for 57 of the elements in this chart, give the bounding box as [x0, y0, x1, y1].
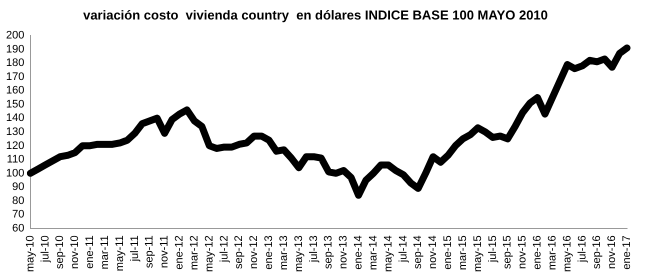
x-tick-label: may-10 [24, 235, 36, 272]
x-tick-label: ene-17 [621, 235, 634, 270]
y-tick-label: 190 [6, 43, 24, 56]
x-tick-label: sep-16 [591, 235, 604, 269]
x-tick-label: jul-10 [39, 235, 52, 264]
x-tick-label: sep-15 [502, 235, 514, 269]
x-tick-label: may-11 [114, 235, 126, 272]
x-tick-label: sep-11 [144, 235, 156, 268]
x-tick-label: sep-14 [412, 235, 424, 269]
x-tick-label: ene-16 [532, 235, 544, 270]
x-tick-label: ene-11 [84, 235, 96, 269]
x-tick-label: may-15 [472, 235, 484, 272]
y-tick-label: 60 [12, 222, 24, 234]
x-tick-label: nov-13 [338, 235, 350, 269]
x-tick-label: may-12 [203, 235, 216, 272]
x-tick-label: mar-11 [98, 235, 111, 270]
x-tick-label: mar-13 [278, 235, 290, 270]
x-tick-label: jul-16 [576, 235, 588, 264]
y-tick-label: 130 [6, 126, 24, 138]
x-tick-label: jul-11 [128, 235, 141, 262]
x-tick-label: sep-12 [233, 235, 246, 269]
x-tick-label: nov-14 [427, 235, 440, 269]
y-tick-label: 80 [12, 194, 24, 207]
x-tick-label: may-16 [561, 235, 574, 272]
y-tick-label: 160 [6, 84, 24, 97]
y-tick-label: 200 [6, 30, 24, 42]
x-tick-label: ene-13 [263, 235, 276, 270]
x-tick-label: nov-12 [248, 235, 260, 269]
x-tick-label: sep-13 [322, 235, 335, 269]
x-tick-label: may-13 [292, 235, 305, 272]
y-tick-label: 120 [6, 140, 24, 152]
x-tick-label: nov-11 [158, 235, 171, 268]
y-tick-label: 140 [6, 112, 24, 124]
x-tick-label: mar-14 [367, 235, 380, 270]
x-tick-label: may-14 [382, 235, 394, 272]
x-tick-label: sep-10 [54, 235, 66, 269]
x-tick-label: ene-12 [174, 235, 186, 270]
y-tick-label: 180 [6, 57, 24, 70]
x-tick-label: mar-16 [546, 235, 558, 270]
x-tick-label: jul-14 [397, 235, 410, 264]
y-tick-label: 70 [12, 208, 24, 221]
x-tick-label: nov-10 [69, 235, 82, 269]
x-tick-label: jul-13 [308, 235, 320, 264]
y-tick-label: 170 [6, 70, 24, 83]
y-tick-label: 90 [12, 181, 24, 194]
x-tick-label: jul-15 [486, 235, 499, 264]
x-tick-label: nov-16 [606, 235, 618, 269]
x-tick-label: mar-15 [456, 235, 469, 270]
x-tick-label: jul-12 [218, 235, 230, 264]
x-tick-label: nov-15 [516, 235, 529, 269]
x-tick-label: ene-15 [442, 235, 454, 270]
y-tick-label: 100 [6, 167, 24, 180]
y-tick-label: 110 [6, 154, 24, 166]
y-tick-label: 150 [6, 98, 24, 110]
x-tick-label: ene-14 [352, 235, 365, 270]
chart-title: variación costo vivienda country en dólares INDICE BASE 100 MAYO 2010 [83, 7, 548, 22]
x-tick-label: mar-12 [188, 235, 200, 270]
